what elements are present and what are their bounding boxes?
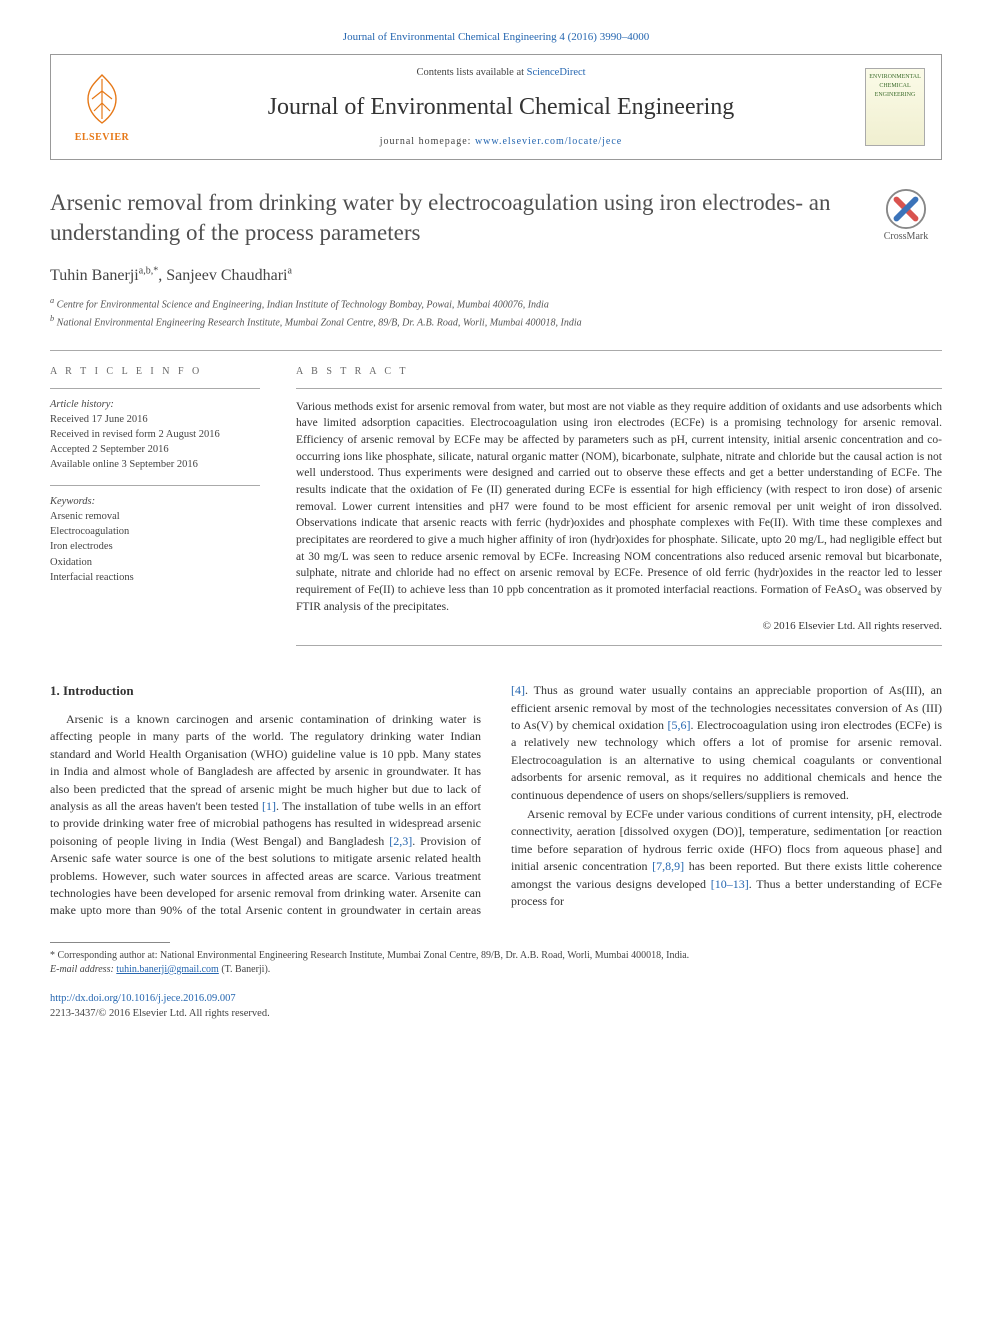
cover-line-3: ENGINEERING (875, 91, 916, 100)
citation-ref[interactable]: [7,8,9] (652, 859, 684, 873)
email-label: E-mail address: (50, 964, 116, 975)
history-item: Received 17 June 2016 (50, 412, 260, 427)
footnote-divider (50, 942, 170, 943)
keyword: Electrocoagulation (50, 524, 260, 539)
abstract-column: A B S T R A C T Various methods exist fo… (296, 365, 942, 646)
journal-title: Journal of Environmental Chemical Engine… (155, 90, 847, 125)
citation-ref[interactable]: [10–13] (711, 877, 749, 891)
issn-copyright-line: 2213-3437/© 2016 Elsevier Ltd. All right… (50, 1006, 942, 1021)
keyword: Oxidation (50, 555, 260, 570)
contents-prefix: Contents lists available at (416, 67, 526, 78)
corresp-label: * Corresponding author at: (50, 950, 160, 961)
crossmark-badge[interactable]: CrossMark (870, 188, 942, 245)
author-2: Sanjeev Chaudhari (166, 267, 287, 284)
abstract-heading: A B S T R A C T (296, 365, 942, 380)
cover-line-1: ENVIRONMENTAL (869, 73, 921, 82)
crossmark-icon (885, 188, 927, 230)
journal-cover-thumb: ENVIRONMENTAL CHEMICAL ENGINEERING (865, 68, 925, 146)
keyword: Iron electrodes (50, 539, 260, 554)
homepage-line: journal homepage: www.elsevier.com/locat… (155, 135, 847, 150)
author-2-sup: a (288, 266, 292, 277)
authors-line: Tuhin Banerjia,b,*, Sanjeev Chaudharia (50, 264, 942, 287)
citation-ref[interactable]: [5,6] (667, 718, 690, 732)
author-1-sup: a,b, (139, 266, 153, 277)
email-who: (T. Banerji). (219, 964, 270, 975)
citation-ref[interactable]: [4] (511, 683, 525, 697)
keyword: Interfacial reactions (50, 570, 260, 585)
doi-link[interactable]: http://dx.doi.org/10.1016/j.jece.2016.09… (50, 993, 236, 1004)
section-1-heading: 1. Introduction (50, 682, 481, 701)
divider-top (50, 350, 942, 351)
elsevier-brand: ELSEVIER (75, 131, 130, 146)
keyword: Arsenic removal (50, 509, 260, 524)
citation-ref[interactable]: [1] (262, 799, 276, 813)
body-para: Arsenic removal by ECFe under various co… (511, 806, 942, 910)
running-head: Journal of Environmental Chemical Engine… (50, 30, 942, 46)
cover-line-2: CHEMICAL (879, 82, 910, 91)
keywords-block: Keywords: Arsenic removal Electrocoagula… (50, 494, 260, 585)
author-1: Tuhin Banerji (50, 267, 139, 284)
abstract-copyright: © 2016 Elsevier Ltd. All rights reserved… (296, 619, 942, 635)
sciencedirect-link[interactable]: ScienceDirect (527, 67, 586, 78)
homepage-prefix: journal homepage: (380, 136, 475, 147)
article-info-heading: A R T I C L E I N F O (50, 365, 260, 380)
article-title: Arsenic removal from drinking water by e… (50, 188, 856, 248)
elsevier-logo: ELSEVIER (67, 67, 137, 147)
article-info-column: A R T I C L E I N F O Article history: R… (50, 365, 260, 646)
affil-b: b National Environmental Engineering Res… (50, 313, 942, 330)
crossmark-label: CrossMark (884, 230, 928, 245)
homepage-link[interactable]: www.elsevier.com/locate/jece (475, 136, 622, 147)
abstract-text: Various methods exist for arsenic remova… (296, 399, 942, 616)
tree-icon (72, 69, 132, 129)
journal-meta-box: ELSEVIER Contents lists available at Sci… (50, 54, 942, 161)
doi-line: http://dx.doi.org/10.1016/j.jece.2016.09… (50, 991, 942, 1006)
corresponding-author-note: * Corresponding author at: National Envi… (50, 949, 942, 977)
affil-a: a Centre for Environmental Science and E… (50, 295, 942, 312)
history-item: Available online 3 September 2016 (50, 457, 260, 472)
author-sep: , (158, 267, 166, 284)
citation-ref[interactable]: [2,3] (389, 834, 412, 848)
history-item: Received in revised form 2 August 2016 (50, 427, 260, 442)
keywords-label: Keywords: (50, 494, 260, 509)
history-item: Accepted 2 September 2016 (50, 442, 260, 457)
journal-meta-center: Contents lists available at ScienceDirec… (155, 65, 847, 150)
affiliations: a Centre for Environmental Science and E… (50, 295, 942, 330)
history-label: Article history: (50, 397, 260, 412)
body-two-columns: 1. Introduction Arsenic is a known carci… (50, 682, 942, 920)
email-link[interactable]: tuhin.banerji@gmail.com (116, 964, 219, 975)
corresp-text: National Environmental Engineering Resea… (160, 950, 689, 961)
contents-line: Contents lists available at ScienceDirec… (155, 65, 847, 80)
article-history: Article history: Received 17 June 2016 R… (50, 397, 260, 473)
